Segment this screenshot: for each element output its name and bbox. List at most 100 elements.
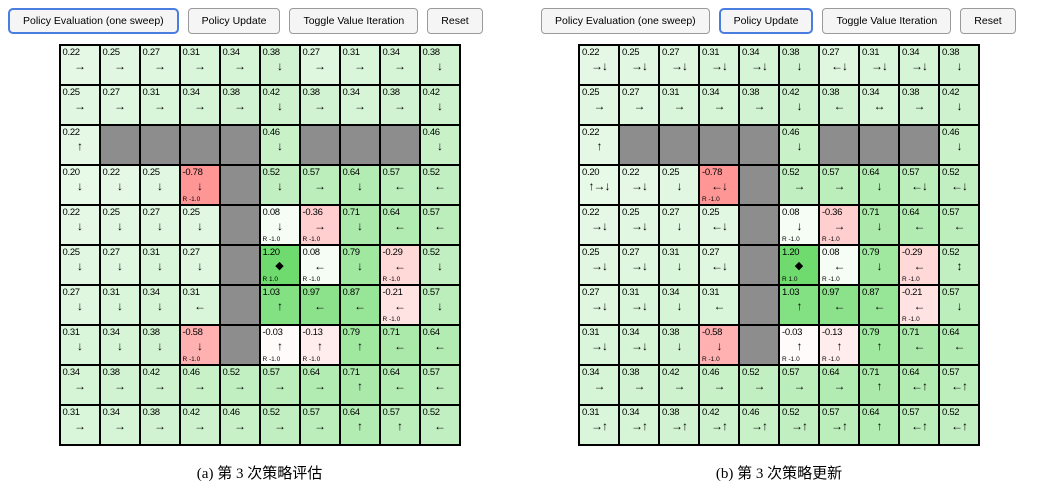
grid-cell: 0.42 ↓ bbox=[419, 85, 460, 125]
policy-arrow-icon: →↓ bbox=[631, 219, 648, 233]
policy-arrow-icon: → bbox=[234, 99, 246, 113]
grid-cell: 0.38 → bbox=[379, 85, 420, 125]
reset-button[interactable]: Reset bbox=[960, 8, 1016, 34]
policy-arrow-icon: → bbox=[314, 419, 326, 433]
grid-cell: 0.42 ↓ bbox=[939, 85, 979, 125]
wall-cell bbox=[339, 125, 380, 165]
policy-arrow-icon: ↓ bbox=[676, 339, 683, 353]
policy-arrow-icon: ←↓ bbox=[911, 179, 928, 193]
grid-cell: 0.71 ← bbox=[899, 325, 939, 365]
grid-cell: 1.03 ↑ bbox=[259, 285, 300, 325]
grid-cell: 0.27 ↓ bbox=[59, 285, 100, 325]
toggle-value-iteration-button[interactable]: Toggle Value Iteration bbox=[822, 8, 952, 34]
policy-arrow-icon: ↑ bbox=[277, 299, 283, 313]
cell-value: 0.46 bbox=[262, 127, 281, 138]
policy-arrow-icon: ←↓ bbox=[711, 259, 728, 273]
wall-cell bbox=[739, 125, 779, 165]
policy-arrow-icon: ← bbox=[434, 379, 446, 393]
grid-cell: 0.25 ↓ bbox=[139, 165, 180, 205]
policy-arrow-icon: → bbox=[753, 379, 766, 393]
grid-cell: 0.57 ↓ bbox=[939, 285, 979, 325]
cell-value: 0.34 bbox=[902, 47, 920, 58]
policy-arrow-icon: ← bbox=[354, 299, 366, 313]
grid-cell: 0.57 → bbox=[819, 165, 859, 205]
grid-cell: 0.34 → bbox=[579, 365, 619, 405]
cell-value: 0.25 bbox=[62, 87, 81, 98]
policy-update-button[interactable]: Policy Update bbox=[187, 8, 281, 34]
policy-arrow-icon: ← bbox=[713, 299, 726, 313]
policy-arrow-icon: ↓ bbox=[956, 299, 963, 313]
policy-arrow-icon: ↓ bbox=[876, 259, 883, 273]
cell-value: 0.79 bbox=[342, 327, 361, 338]
grid-cell: 0.31 → bbox=[59, 405, 100, 445]
grid-cell: 0.64 → bbox=[819, 365, 859, 405]
policy-arrow-icon: ↓ bbox=[796, 59, 803, 73]
policy-arrow-icon: → bbox=[673, 379, 686, 393]
grid-cell: 0.97 ← bbox=[299, 285, 340, 325]
cell-value: 0.46 bbox=[182, 367, 201, 378]
cell-value: 0.25 bbox=[622, 207, 640, 218]
cell-value: 0.64 bbox=[862, 167, 880, 178]
caption-left: (a) 第 3 次策略评估 bbox=[196, 466, 323, 482]
reward-label: R -1.0 bbox=[302, 356, 321, 363]
policy-evaluation-one-sweep-button[interactable]: Policy Evaluation (one sweep) bbox=[541, 8, 710, 34]
cell-value: 0.52 bbox=[942, 407, 960, 418]
policy-update-button[interactable]: Policy Update bbox=[718, 8, 814, 34]
grid-cell: 0.31 ↓ bbox=[659, 245, 699, 285]
cell-value: 0.52 bbox=[942, 247, 960, 258]
policy-arrow-icon: ←↑ bbox=[911, 419, 928, 433]
grid-cell: 0.38 → bbox=[619, 365, 659, 405]
cell-value: 0.52 bbox=[422, 167, 441, 178]
grid-cell: -0.03 ↑ R -1.0 bbox=[259, 325, 300, 365]
grid-cell: 0.25 ←↓ bbox=[699, 205, 739, 245]
grid-cell: -0.03 ↑ R -1.0 bbox=[779, 325, 819, 365]
grid-cell: 0.31 ↓ bbox=[59, 325, 100, 365]
grid-cell: 0.27 ↓ bbox=[99, 245, 140, 285]
policy-arrow-icon: ↓ bbox=[157, 179, 163, 193]
cell-value: 0.22 bbox=[622, 167, 640, 178]
policy-arrow-icon: → bbox=[633, 379, 646, 393]
cell-value: 0.57 bbox=[382, 167, 401, 178]
policy-arrow-icon: ↑ bbox=[876, 419, 883, 433]
cell-value: 0.34 bbox=[62, 367, 81, 378]
grid-cell: 0.38 →↑ bbox=[659, 405, 699, 445]
cell-value: 0.38 bbox=[902, 87, 920, 98]
policy-arrow-icon: →↓ bbox=[911, 59, 928, 73]
cell-value: 0.57 bbox=[942, 207, 960, 218]
grid-cell: 0.27 ←↓ bbox=[699, 245, 739, 285]
reset-button[interactable]: Reset bbox=[427, 8, 483, 34]
grid-cell: 0.31 ↓ bbox=[99, 285, 140, 325]
cell-value: 0.52 bbox=[262, 167, 281, 178]
grid-cell: 0.08 ↓ R -1.0 bbox=[779, 205, 819, 245]
policy-arrow-icon: ↓ bbox=[437, 99, 443, 113]
cell-value: 0.38 bbox=[782, 47, 800, 58]
grid-cell: 0.20 ↓ bbox=[59, 165, 100, 205]
grid-cell: 0.52 →↑ bbox=[779, 405, 819, 445]
policy-evaluation-one-sweep-button[interactable]: Policy Evaluation (one sweep) bbox=[8, 8, 179, 34]
cell-value: 0.64 bbox=[422, 327, 441, 338]
cell-value: 0.31 bbox=[142, 87, 161, 98]
grid-cell: 0.38 → bbox=[739, 85, 779, 125]
cell-value: 0.64 bbox=[302, 367, 321, 378]
grid-cell: 0.20 ↑→↓ bbox=[579, 165, 619, 205]
policy-arrow-icon: → bbox=[74, 419, 86, 433]
grid-cell: 1.03 ↑ bbox=[779, 285, 819, 325]
policy-arrow-icon: ↑ bbox=[876, 379, 883, 393]
policy-arrow-icon: ↓ bbox=[876, 219, 883, 233]
grid-cell: 0.08 ↓ R -1.0 bbox=[259, 205, 300, 245]
toggle-value-iteration-button[interactable]: Toggle Value Iteration bbox=[289, 8, 419, 34]
cell-value: 0.97 bbox=[822, 287, 840, 298]
caption-right: (b) 第 3 次策略更新 bbox=[715, 466, 843, 482]
grid-cell: 0.52 → bbox=[219, 365, 260, 405]
cell-value: 0.64 bbox=[862, 407, 880, 418]
cell-value: 0.79 bbox=[342, 247, 361, 258]
grid-cell: 0.25 →↓ bbox=[619, 205, 659, 245]
policy-arrow-icon: →↑ bbox=[711, 419, 728, 433]
policy-arrow-icon: →↑ bbox=[591, 419, 608, 433]
cell-value: 0.34 bbox=[662, 287, 680, 298]
reward-label: R -1.0 bbox=[382, 316, 401, 323]
grid-cell: 0.38 ↓ bbox=[259, 45, 300, 85]
grid-cell: 0.38 ↓ bbox=[779, 45, 819, 85]
grid-cell: 0.46 ↓ bbox=[259, 125, 300, 165]
